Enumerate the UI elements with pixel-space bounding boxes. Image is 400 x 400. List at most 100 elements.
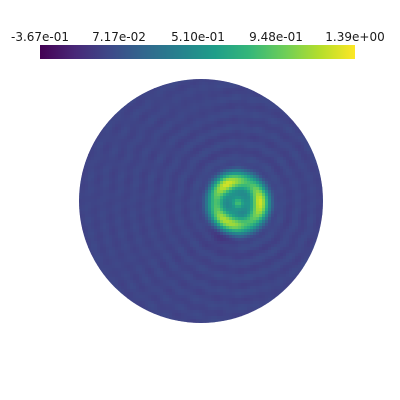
field-cell	[139, 124, 143, 128]
field-cell	[220, 214, 224, 218]
field-cell	[292, 211, 296, 215]
field-cell	[229, 145, 233, 149]
field-cell	[139, 220, 143, 224]
field-cell	[97, 223, 101, 227]
field-cell	[199, 166, 203, 170]
field-cell	[178, 199, 182, 203]
field-cell	[196, 178, 200, 182]
field-cell	[175, 118, 179, 122]
field-cell	[289, 256, 293, 260]
field-cell	[154, 193, 158, 197]
field-cell	[181, 190, 185, 194]
field-cell	[301, 232, 305, 236]
field-cell	[292, 235, 296, 239]
field-cell	[277, 241, 281, 245]
field-cell	[310, 142, 314, 146]
field-cell	[190, 100, 194, 104]
field-cell	[193, 196, 197, 200]
field-cell	[181, 229, 185, 233]
field-cell	[298, 274, 302, 278]
field-cell	[280, 238, 284, 242]
field-cell	[151, 184, 155, 188]
field-cell	[151, 157, 155, 161]
field-cell	[160, 268, 164, 272]
field-cell	[292, 268, 296, 272]
field-cell	[202, 127, 206, 131]
field-cell	[226, 199, 230, 203]
field-cell	[151, 268, 155, 272]
field-cell	[250, 139, 254, 143]
field-cell	[190, 280, 194, 284]
field-cell	[175, 196, 179, 200]
field-cell	[100, 232, 104, 236]
field-cell	[235, 85, 239, 89]
field-cell	[178, 118, 182, 122]
field-cell	[136, 181, 140, 185]
field-cell	[97, 229, 101, 233]
field-cell	[262, 109, 266, 113]
field-cell	[232, 121, 236, 125]
field-cell	[163, 253, 167, 257]
field-cell	[313, 172, 317, 176]
field-cell	[88, 226, 92, 230]
field-cell	[262, 106, 266, 110]
field-cell	[202, 193, 206, 197]
field-cell	[190, 115, 194, 119]
field-cell	[280, 181, 284, 185]
field-cell	[145, 136, 149, 140]
field-cell	[166, 130, 170, 134]
field-cell	[118, 172, 122, 176]
field-cell	[244, 169, 248, 173]
field-cell	[109, 190, 113, 194]
field-cell	[280, 217, 284, 221]
field-cell	[88, 235, 92, 239]
field-cell	[166, 142, 170, 146]
field-cell	[109, 160, 113, 164]
field-cell	[280, 157, 284, 161]
field-cell	[127, 163, 131, 167]
field-cell	[223, 136, 227, 140]
field-cell	[136, 109, 140, 113]
field-cell	[181, 142, 185, 146]
field-cell	[304, 172, 308, 176]
field-cell	[121, 187, 125, 191]
field-cell	[169, 109, 173, 113]
field-cell	[97, 190, 101, 194]
field-cell	[157, 286, 161, 290]
field-cell	[313, 235, 317, 239]
field-cell	[160, 253, 164, 257]
field-cell	[181, 250, 185, 254]
field-cell	[307, 232, 311, 236]
field-cell	[106, 118, 110, 122]
field-cell	[145, 109, 149, 113]
field-cell	[148, 103, 152, 107]
field-cell	[118, 181, 122, 185]
field-cell	[208, 115, 212, 119]
field-cell	[211, 160, 215, 164]
field-cell	[151, 154, 155, 158]
field-cell	[148, 280, 152, 284]
field-cell	[316, 238, 320, 242]
field-cell	[280, 229, 284, 233]
field-cell	[304, 235, 308, 239]
field-cell	[133, 241, 137, 245]
field-cell	[139, 229, 143, 233]
field-cell	[133, 106, 137, 110]
field-cell	[118, 202, 122, 206]
field-cell	[214, 226, 218, 230]
field-cell	[316, 244, 320, 248]
field-cell	[127, 205, 131, 209]
field-cell	[118, 220, 122, 224]
field-cell	[301, 187, 305, 191]
field-cell	[250, 247, 254, 251]
field-cell	[277, 280, 281, 284]
field-cell	[211, 100, 215, 104]
field-cell	[271, 274, 275, 278]
field-cell	[160, 172, 164, 176]
field-cell	[205, 127, 209, 131]
field-cell	[313, 154, 317, 158]
field-cell	[265, 178, 269, 182]
field-cell	[283, 271, 287, 275]
field-cell	[286, 142, 290, 146]
field-cell	[238, 106, 242, 110]
